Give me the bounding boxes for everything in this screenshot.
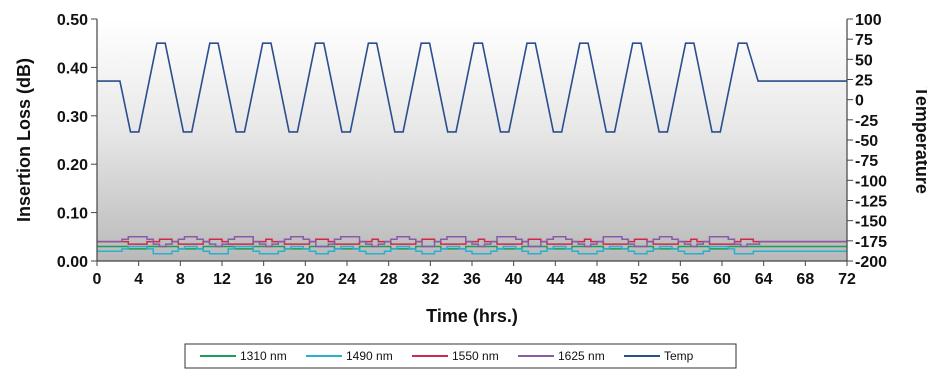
x-tick-label: 40 (505, 271, 523, 288)
y2-tick-label: -100 (855, 173, 887, 190)
legend: 1310 nm 1490 nm 1550 nm 1625 nm Temp (184, 343, 737, 369)
series-line-1625-nm (97, 236, 847, 248)
y2-tick-label: 50 (855, 52, 873, 69)
ticks-layer: 0 4 8 12 16 20 24 28 32 36 40 44 48 52 56 60 64 68 720.000… (57, 12, 887, 288)
y-axis-title: Insertion Loss (dB) (14, 58, 34, 222)
series-layer (97, 42, 847, 255)
x-tick-label: 20 (296, 271, 314, 288)
x-tick-label: 12 (213, 271, 231, 288)
series-line-1550-nm (97, 238, 847, 245)
y2-tick-label: 25 (855, 73, 873, 90)
y-tick-label: 0.00 (57, 254, 88, 271)
y-tick-label: 0.40 (57, 60, 88, 77)
y2-tick-label: -200 (855, 254, 887, 271)
y2-tick-label: -50 (855, 133, 878, 150)
y2-tick-label: 75 (855, 32, 873, 49)
x-tick-label: 24 (338, 271, 356, 288)
x-tick-label: 44 (546, 271, 564, 288)
x-tick-label: 28 (380, 271, 398, 288)
legend-label: 1625 nm (558, 349, 605, 363)
x-tick-label: 36 (463, 271, 481, 288)
series-line-1490-nm (97, 245, 847, 255)
y2-axis-title: Temperature (912, 86, 927, 194)
x-tick-label: 72 (838, 271, 856, 288)
y2-tick-label: -75 (855, 153, 878, 170)
x-tick-label: 8 (176, 271, 185, 288)
legend-items: 1310 nm 1490 nm 1550 nm 1625 nm Temp (200, 349, 694, 363)
legend-label: 1550 nm (452, 349, 499, 363)
legend-label: 1310 nm (240, 349, 287, 363)
x-tick-label: 52 (630, 271, 648, 288)
x-tick-label: 56 (671, 271, 689, 288)
y-tick-label: 0.50 (57, 12, 88, 29)
y2-tick-label: -25 (855, 113, 878, 130)
x-tick-label: 60 (713, 271, 731, 288)
x-tick-label: 64 (755, 271, 773, 288)
y2-tick-label: -150 (855, 214, 887, 231)
y-tick-label: 0.20 (57, 157, 88, 174)
series-line-temp (97, 42, 847, 133)
x-tick-label: 16 (255, 271, 273, 288)
x-axis-title: Time (hrs.) (426, 306, 518, 326)
y2-tick-label: -175 (855, 234, 887, 251)
x-tick-label: 32 (421, 271, 439, 288)
y2-tick-label: -125 (855, 194, 887, 211)
x-tick-label: 4 (134, 271, 143, 288)
legend-label: Temp (664, 349, 694, 363)
y2-tick-label: 0 (855, 93, 864, 110)
y2-tick-label: 100 (855, 12, 882, 29)
y-tick-label: 0.30 (57, 109, 88, 126)
x-tick-label: 0 (93, 271, 102, 288)
y-tick-label: 0.10 (57, 206, 88, 223)
x-tick-label: 48 (588, 271, 606, 288)
x-tick-label: 68 (796, 271, 814, 288)
legend-label: 1490 nm (346, 349, 393, 363)
